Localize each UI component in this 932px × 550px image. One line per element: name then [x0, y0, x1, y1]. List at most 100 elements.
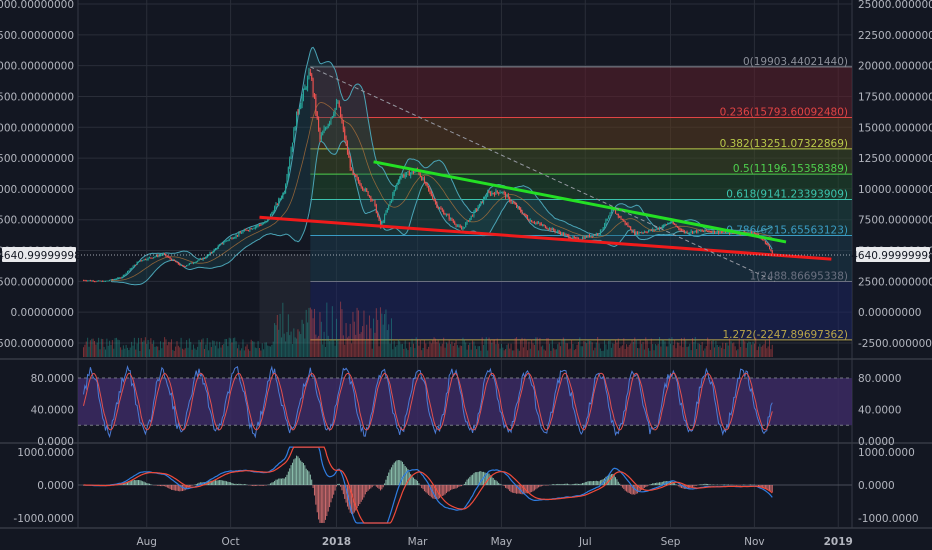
candle[interactable] [373, 199, 375, 201]
candle[interactable] [205, 257, 207, 259]
macd-panel[interactable] [78, 446, 852, 524]
candle[interactable] [598, 234, 600, 236]
candle[interactable] [437, 206, 439, 209]
candle[interactable] [652, 229, 654, 231]
candle[interactable] [514, 203, 516, 205]
candle[interactable] [342, 122, 344, 129]
candle[interactable] [690, 231, 692, 233]
candle[interactable] [170, 258, 172, 261]
candle[interactable] [250, 228, 252, 230]
candle[interactable] [455, 224, 457, 226]
candle[interactable] [539, 222, 541, 224]
candle[interactable] [502, 192, 504, 194]
candle[interactable] [736, 233, 738, 235]
candle[interactable] [506, 195, 508, 198]
candle[interactable] [494, 193, 496, 195]
candle[interactable] [213, 249, 215, 252]
candle[interactable] [177, 262, 179, 265]
candle[interactable] [637, 231, 639, 235]
candle[interactable] [220, 243, 222, 245]
candle[interactable] [338, 102, 340, 107]
candle[interactable] [212, 251, 214, 253]
candle[interactable] [199, 258, 201, 260]
candle[interactable] [632, 230, 634, 232]
candle[interactable] [330, 117, 332, 122]
candle[interactable] [243, 229, 245, 232]
candle[interactable] [722, 231, 724, 233]
candle[interactable] [366, 188, 368, 192]
candle[interactable] [544, 225, 546, 229]
candle[interactable] [503, 192, 505, 194]
candle[interactable] [542, 224, 544, 226]
candle[interactable] [335, 103, 337, 109]
candle[interactable] [520, 208, 522, 212]
candle[interactable] [719, 231, 721, 233]
candle[interactable] [410, 172, 412, 176]
candle[interactable] [686, 231, 688, 234]
candle[interactable] [370, 196, 372, 200]
candle[interactable] [137, 261, 139, 263]
candle[interactable] [701, 230, 703, 232]
candle[interactable] [263, 223, 265, 225]
candle[interactable] [249, 228, 251, 231]
candle[interactable] [92, 280, 94, 282]
candle[interactable] [527, 216, 529, 220]
candle[interactable] [85, 280, 87, 282]
candle[interactable] [678, 227, 680, 229]
candle[interactable] [588, 235, 590, 237]
candle[interactable] [388, 205, 390, 209]
candle[interactable] [111, 279, 113, 281]
candle[interactable] [621, 219, 623, 221]
candle[interactable] [261, 223, 263, 226]
candle[interactable] [452, 220, 454, 222]
candle[interactable] [291, 142, 293, 150]
candle[interactable] [619, 216, 621, 218]
candle[interactable] [271, 212, 273, 215]
candle[interactable] [378, 216, 380, 221]
candle[interactable] [131, 268, 133, 270]
candle[interactable] [451, 218, 453, 221]
candle[interactable] [557, 231, 559, 233]
candle[interactable] [320, 135, 322, 140]
candle[interactable] [389, 201, 391, 206]
candle[interactable] [96, 280, 98, 282]
candle[interactable] [344, 128, 346, 139]
candle[interactable] [113, 279, 115, 281]
candle[interactable] [352, 170, 354, 174]
candle[interactable] [549, 228, 551, 230]
candle[interactable] [594, 234, 596, 236]
candle[interactable] [312, 79, 314, 94]
candle[interactable] [142, 260, 144, 262]
candle[interactable] [363, 189, 365, 191]
candle[interactable] [329, 121, 331, 125]
candle[interactable] [379, 220, 381, 228]
candle[interactable] [538, 222, 540, 224]
candle[interactable] [608, 215, 610, 219]
candle[interactable] [91, 280, 93, 282]
candle[interactable] [345, 138, 347, 144]
candle[interactable] [375, 204, 377, 214]
candle[interactable] [635, 231, 637, 235]
candle[interactable] [139, 260, 141, 262]
candle[interactable] [529, 220, 531, 222]
candle[interactable] [359, 181, 361, 186]
candle[interactable] [158, 255, 160, 257]
candle[interactable] [485, 196, 487, 199]
candle[interactable] [518, 206, 520, 209]
candle[interactable] [246, 229, 248, 231]
candle[interactable] [483, 198, 485, 203]
candle[interactable] [241, 233, 243, 235]
candle[interactable] [528, 219, 530, 222]
candle[interactable] [770, 248, 772, 251]
candle[interactable] [313, 93, 315, 98]
candle[interactable] [126, 271, 128, 273]
candle[interactable] [697, 230, 699, 233]
candle[interactable] [665, 224, 667, 226]
candle[interactable] [175, 260, 177, 263]
candle[interactable] [106, 280, 108, 282]
candle[interactable] [382, 221, 384, 223]
candle[interactable] [208, 254, 210, 256]
candle[interactable] [419, 174, 421, 177]
candle[interactable] [573, 236, 575, 238]
candle[interactable] [522, 213, 524, 215]
